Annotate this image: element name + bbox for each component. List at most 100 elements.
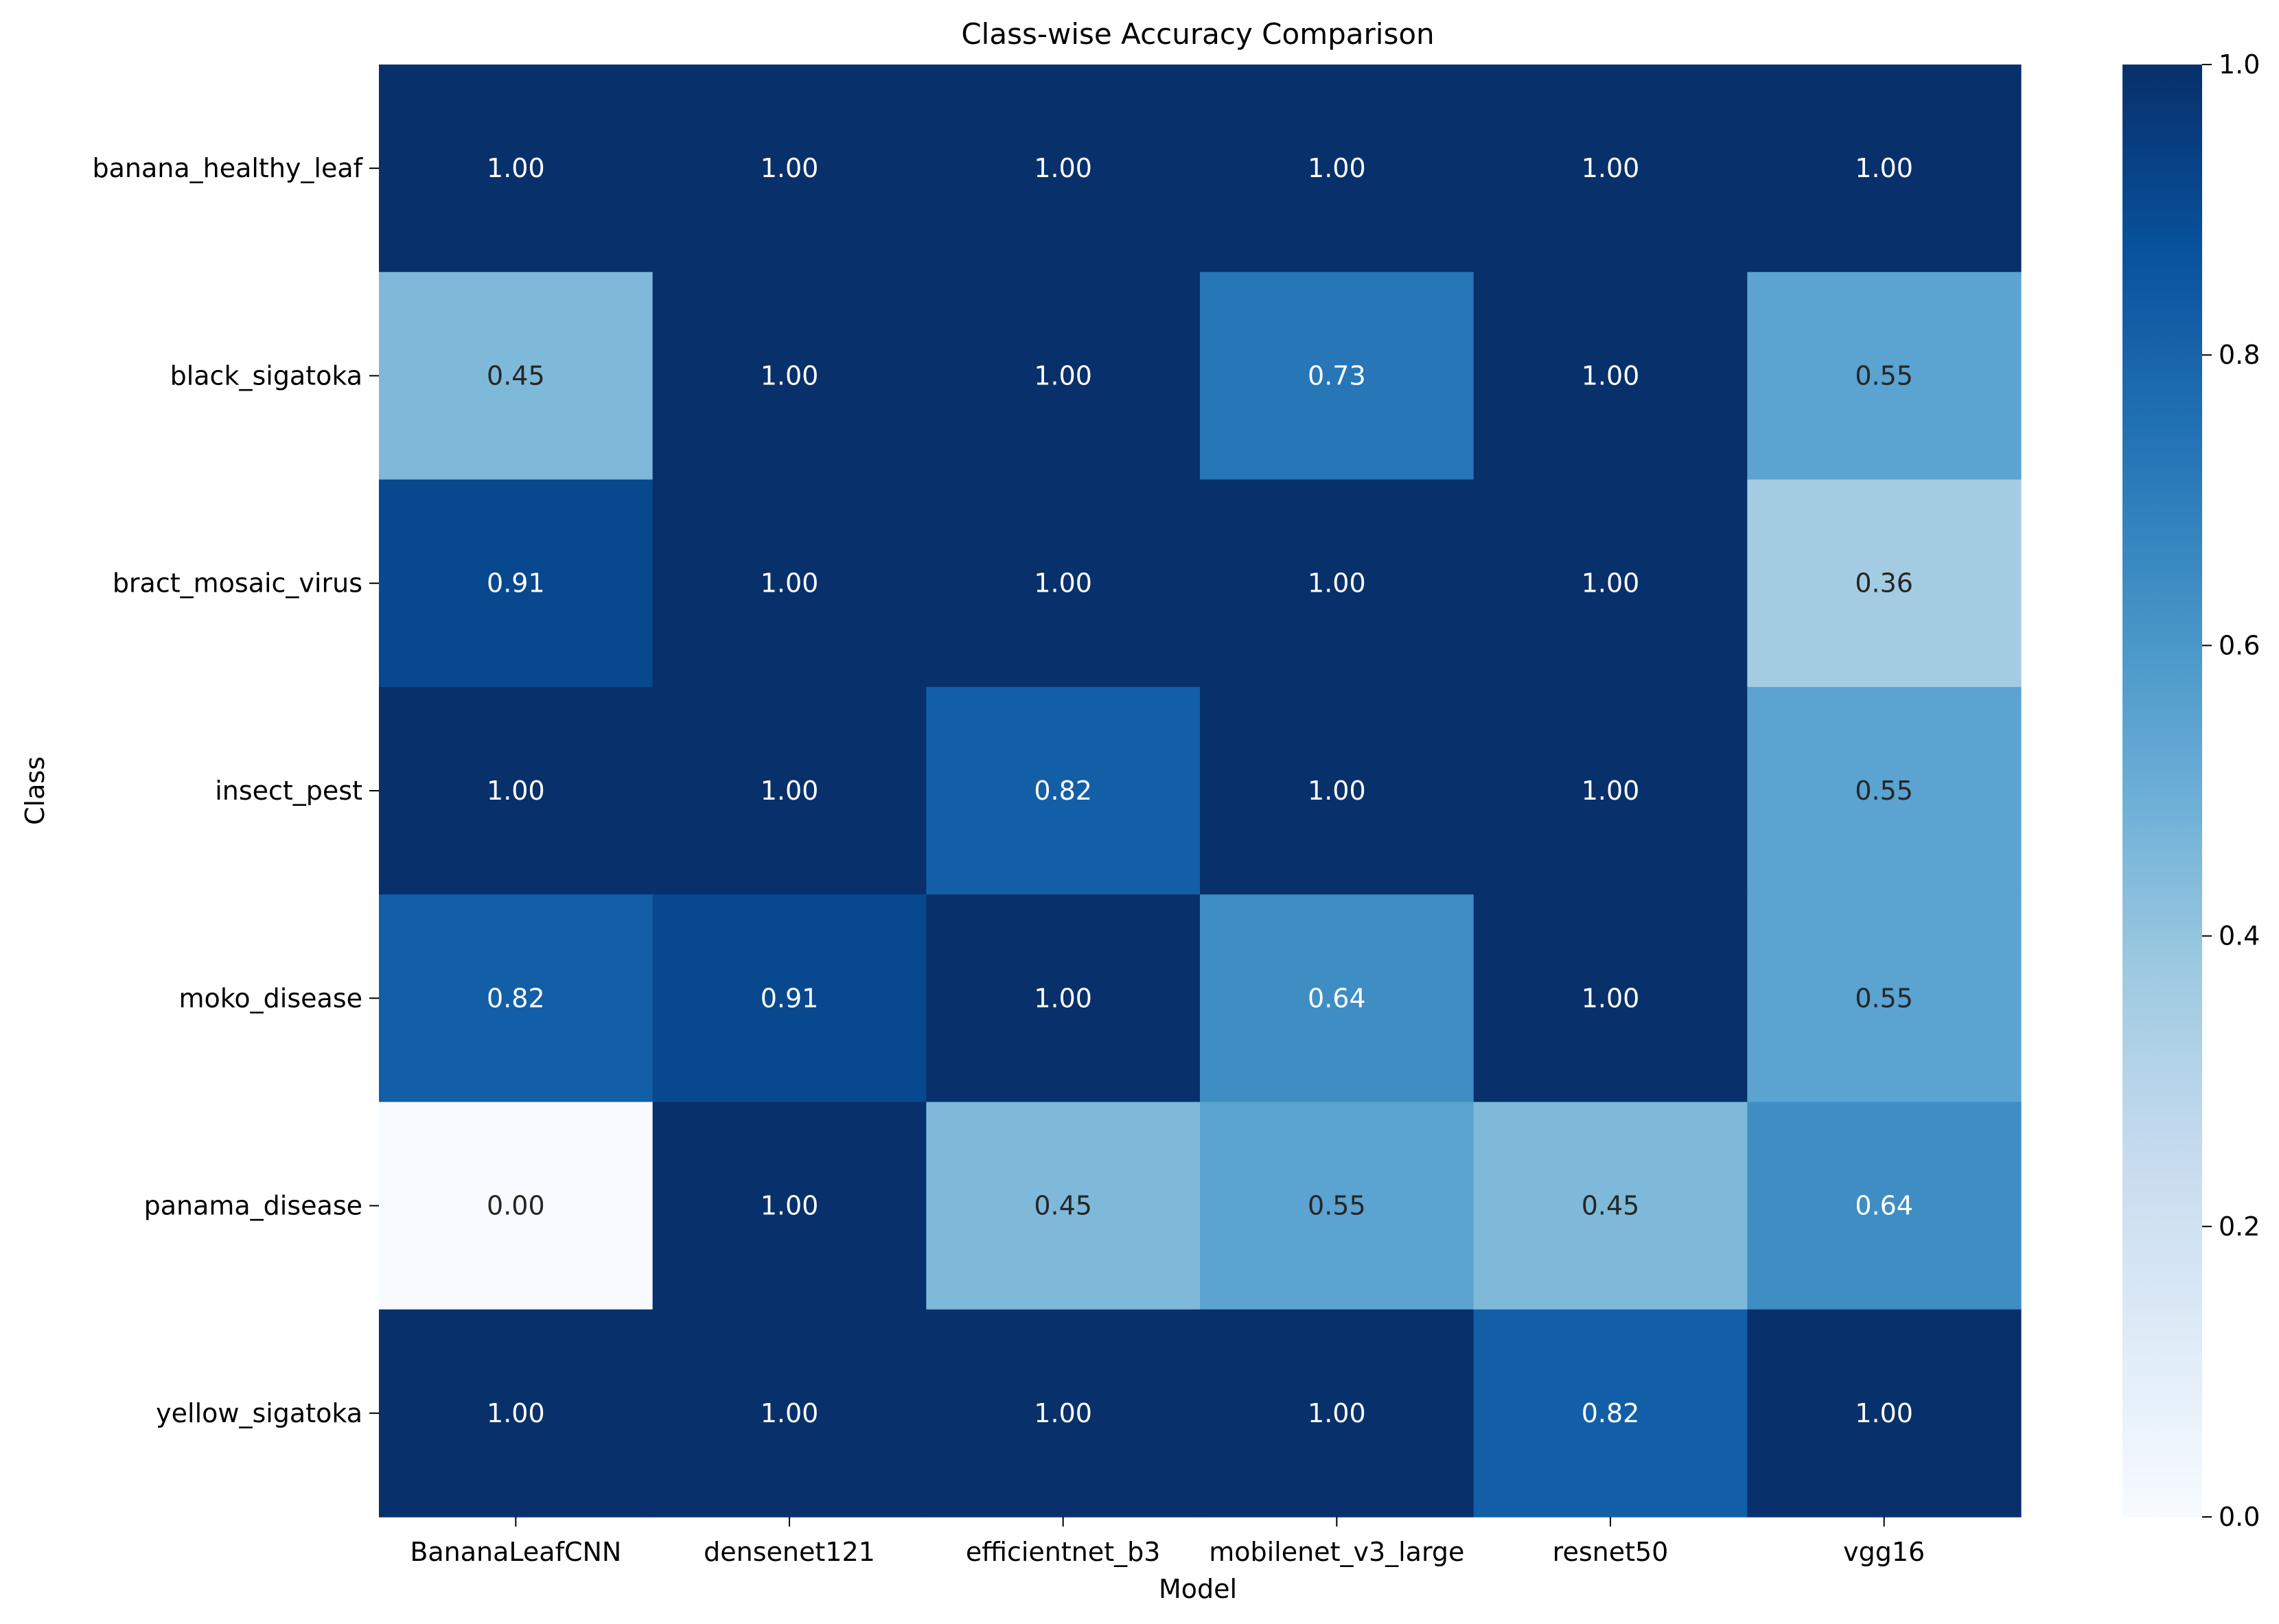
heatmap-cell-insect-pest-vgg16 bbox=[1747, 686, 2022, 895]
cell-value-label-yellow-sigatoka-bananaleafcnn: 1.00 bbox=[487, 1398, 545, 1428]
heatmap-cell-black-sigatoka-vgg16 bbox=[1747, 272, 2022, 480]
heatmap-cell-black-sigatoka-mobilenet-v3-large bbox=[1200, 272, 1474, 480]
cell-value-label-bract-mosaic-virus-efficientnet-b3: 1.00 bbox=[1034, 568, 1092, 599]
cell-value-label-banana-healthy-leaf-densenet121: 1.00 bbox=[761, 153, 819, 183]
cell-value-label-yellow-sigatoka-vgg16: 1.00 bbox=[1855, 1398, 1913, 1428]
x-tick-label-mobilenet-v3-large: mobilenet_v3_large bbox=[1209, 1537, 1464, 1567]
x-tick-label-efficientnet-b3: efficientnet_b3 bbox=[966, 1537, 1161, 1567]
cell-value-label-black-sigatoka-mobilenet-v3-large: 0.73 bbox=[1308, 360, 1366, 391]
heatmap-cells bbox=[379, 65, 2022, 1518]
heatmap-cell-moko-disease-densenet121 bbox=[652, 894, 927, 1103]
heatmap-cell-bract-mosaic-virus-vgg16 bbox=[1747, 479, 2022, 688]
heatmap-cell-panama-disease-bananaleafcnn bbox=[379, 1102, 653, 1310]
y-tick-label-yellow-sigatoka: yellow_sigatoka bbox=[156, 1398, 362, 1428]
cell-value-label-black-sigatoka-densenet121: 1.00 bbox=[761, 360, 819, 391]
cell-value-label-bract-mosaic-virus-bananaleafcnn: 0.91 bbox=[487, 568, 545, 599]
heatmap-cell-banana-healthy-leaf-bananaleafcnn bbox=[379, 65, 653, 272]
cell-value-label-black-sigatoka-efficientnet-b3: 1.00 bbox=[1034, 360, 1092, 391]
x-axis-ticks: BananaLeafCNN densenet121 efficientnet_b3 m… bbox=[410, 1517, 1925, 1567]
cell-value-label-banana-healthy-leaf-resnet50: 1.00 bbox=[1582, 153, 1640, 183]
cell-value-label-insect-pest-bananaleafcnn: 1.00 bbox=[487, 776, 545, 806]
cell-value-label-banana-healthy-leaf-bananaleafcnn: 1.00 bbox=[487, 153, 545, 183]
cell-value-label-yellow-sigatoka-densenet121: 1.00 bbox=[761, 1398, 819, 1428]
chart-title: Class-wise Accuracy Comparison bbox=[961, 17, 1434, 51]
cell-value-label-panama-disease-mobilenet-v3-large: 0.55 bbox=[1308, 1191, 1366, 1221]
cell-value-label-insect-pest-mobilenet-v3-large: 1.00 bbox=[1308, 776, 1366, 806]
colorbar-tick-label-0-0: 0.0 bbox=[2219, 1502, 2260, 1532]
x-tick-label-bananaleafcnn: BananaLeafCNN bbox=[410, 1537, 621, 1567]
heatmap-cell-moko-disease-resnet50 bbox=[1473, 894, 1748, 1103]
cell-value-label-banana-healthy-leaf-mobilenet-v3-large: 1.00 bbox=[1308, 153, 1366, 183]
heatmap-cell-black-sigatoka-efficientnet-b3 bbox=[926, 272, 1201, 480]
heatmap-cell-insect-pest-mobilenet-v3-large bbox=[1200, 686, 1474, 895]
heatmap-cell-moko-disease-mobilenet-v3-large bbox=[1200, 894, 1474, 1103]
y-tick-label-panama-disease: panama_disease bbox=[144, 1191, 362, 1221]
cell-value-label-panama-disease-efficientnet-b3: 0.45 bbox=[1034, 1191, 1092, 1221]
cell-value-label-black-sigatoka-resnet50: 1.00 bbox=[1582, 360, 1640, 391]
heatmap-cell-panama-disease-densenet121 bbox=[652, 1102, 927, 1310]
heatmap-cell-bract-mosaic-virus-bananaleafcnn bbox=[379, 479, 653, 688]
heatmap-cell-black-sigatoka-bananaleafcnn bbox=[379, 272, 653, 480]
heatmap-cell-banana-healthy-leaf-resnet50 bbox=[1473, 65, 1748, 272]
heatmap-cell-yellow-sigatoka-resnet50 bbox=[1473, 1309, 1748, 1518]
cell-value-label-insect-pest-resnet50: 1.00 bbox=[1582, 776, 1640, 806]
y-tick-label-bract-mosaic-virus: bract_mosaic_virus bbox=[113, 568, 362, 599]
cell-value-label-black-sigatoka-bananaleafcnn: 0.45 bbox=[487, 360, 545, 391]
heatmap-cell-bract-mosaic-virus-resnet50 bbox=[1473, 479, 1748, 688]
heatmap-cell-panama-disease-vgg16 bbox=[1747, 1102, 2022, 1310]
cell-value-label-banana-healthy-leaf-vgg16: 1.00 bbox=[1855, 153, 1913, 183]
cell-value-label-insect-pest-vgg16: 0.55 bbox=[1855, 776, 1913, 806]
x-tick-label-vgg16: vgg16 bbox=[1843, 1537, 1925, 1567]
heatmap-cell-banana-healthy-leaf-efficientnet-b3 bbox=[926, 65, 1201, 272]
cell-value-label-black-sigatoka-vgg16: 0.55 bbox=[1855, 360, 1913, 391]
colorbar: 0.0 0.2 0.4 0.6 0.8 1.0 bbox=[2122, 49, 2260, 1532]
cell-value-label-yellow-sigatoka-mobilenet-v3-large: 1.00 bbox=[1308, 1398, 1366, 1428]
x-tick-label-resnet50: resnet50 bbox=[1553, 1537, 1669, 1567]
heatmap-cell-bract-mosaic-virus-densenet121 bbox=[652, 479, 927, 688]
cell-value-label-yellow-sigatoka-efficientnet-b3: 1.00 bbox=[1034, 1398, 1092, 1428]
cell-value-label-moko-disease-efficientnet-b3: 1.00 bbox=[1034, 983, 1092, 1013]
cell-value-label-moko-disease-resnet50: 1.00 bbox=[1582, 983, 1640, 1013]
heatmap-cell-insect-pest-resnet50 bbox=[1473, 686, 1748, 895]
cell-value-label-moko-disease-bananaleafcnn: 0.82 bbox=[487, 983, 545, 1013]
heatmap-cell-moko-disease-efficientnet-b3 bbox=[926, 894, 1201, 1103]
heatmap-cell-yellow-sigatoka-efficientnet-b3 bbox=[926, 1309, 1201, 1518]
heatmap-cell-bract-mosaic-virus-efficientnet-b3 bbox=[926, 479, 1201, 688]
x-tick-label-densenet121: densenet121 bbox=[704, 1537, 875, 1567]
cell-value-label-moko-disease-mobilenet-v3-large: 0.64 bbox=[1308, 983, 1366, 1013]
colorbar-gradient bbox=[2122, 65, 2202, 1517]
heatmap-cell-yellow-sigatoka-bananaleafcnn bbox=[379, 1309, 653, 1518]
heatmap-cell-black-sigatoka-densenet121 bbox=[652, 272, 927, 480]
cell-value-label-bract-mosaic-virus-vgg16: 0.36 bbox=[1855, 568, 1913, 599]
cell-value-label-panama-disease-bananaleafcnn: 0.00 bbox=[487, 1191, 545, 1221]
cell-value-label-banana-healthy-leaf-efficientnet-b3: 1.00 bbox=[1034, 153, 1092, 183]
colorbar-tick-label-0-8: 0.8 bbox=[2219, 340, 2260, 370]
cell-value-label-moko-disease-densenet121: 0.91 bbox=[761, 983, 819, 1013]
cell-value-label-bract-mosaic-virus-densenet121: 1.00 bbox=[761, 568, 819, 599]
heatmap-cell-yellow-sigatoka-mobilenet-v3-large bbox=[1200, 1309, 1474, 1518]
y-tick-label-insect-pest: insect_pest bbox=[215, 776, 362, 806]
cell-value-label-yellow-sigatoka-resnet50: 0.82 bbox=[1582, 1398, 1640, 1428]
heatmap-cell-banana-healthy-leaf-mobilenet-v3-large bbox=[1200, 65, 1474, 272]
cell-value-label-insect-pest-efficientnet-b3: 0.82 bbox=[1034, 776, 1092, 806]
cell-value-label-bract-mosaic-virus-mobilenet-v3-large: 1.00 bbox=[1308, 568, 1366, 599]
cell-value-label-panama-disease-resnet50: 0.45 bbox=[1582, 1191, 1640, 1221]
cell-value-label-panama-disease-densenet121: 1.00 bbox=[761, 1191, 819, 1221]
y-tick-label-black-sigatoka: black_sigatoka bbox=[170, 360, 362, 391]
heatmap-cell-panama-disease-mobilenet-v3-large bbox=[1200, 1102, 1474, 1310]
colorbar-tick-label-0-2: 0.2 bbox=[2219, 1211, 2260, 1242]
cell-value-label-bract-mosaic-virus-resnet50: 1.00 bbox=[1582, 568, 1640, 599]
cell-value-label-panama-disease-vgg16: 0.64 bbox=[1855, 1191, 1913, 1221]
cell-value-label-insect-pest-densenet121: 1.00 bbox=[761, 776, 819, 806]
colorbar-tick-label-1-0: 1.0 bbox=[2219, 49, 2260, 80]
colorbar-tick-label-0-4: 0.4 bbox=[2219, 921, 2260, 951]
y-axis-label: Class bbox=[20, 756, 50, 825]
heatmap-cell-banana-healthy-leaf-vgg16 bbox=[1747, 65, 2022, 272]
heatmap-cell-yellow-sigatoka-densenet121 bbox=[652, 1309, 927, 1518]
heatmap-cell-insect-pest-bananaleafcnn bbox=[379, 686, 653, 895]
heatmap-cell-panama-disease-efficientnet-b3 bbox=[926, 1102, 1201, 1310]
heatmap-cell-panama-disease-resnet50 bbox=[1473, 1102, 1748, 1310]
heatmap-cell-insect-pest-efficientnet-b3 bbox=[926, 686, 1201, 895]
heatmap-cell-yellow-sigatoka-vgg16 bbox=[1747, 1309, 2022, 1518]
